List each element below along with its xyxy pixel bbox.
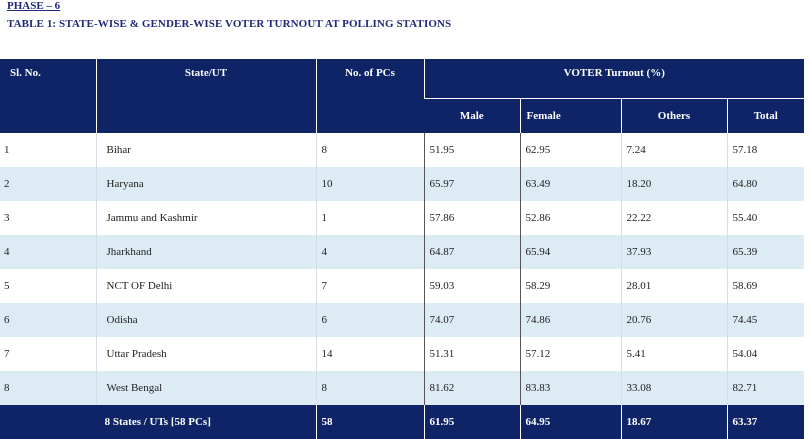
- cell-pcs: 6: [315, 303, 424, 337]
- footer-female: 64.95: [519, 405, 621, 439]
- cell-total: 57.18: [726, 133, 805, 167]
- cell-female: 52.86: [519, 201, 621, 235]
- cell-others: 33.08: [620, 371, 727, 405]
- page-edge: [804, 0, 810, 436]
- table-row: 6 Odisha 6 74.07 74.86 20.76 74.45: [0, 303, 805, 337]
- cell-sl-no: 4: [0, 235, 96, 269]
- cell-others: 22.22: [620, 201, 727, 235]
- cell-pcs: 8: [315, 371, 424, 405]
- table-row: 2 Haryana 10 65.97 63.49 18.20 64.80: [0, 167, 805, 201]
- cell-sl-no: 5: [0, 269, 96, 303]
- footer-male: 61.95: [423, 405, 520, 439]
- cell-male: 81.62: [423, 371, 520, 405]
- table-row: 3 Jammu and Kashmir 1 57.86 52.86 22.22 55.40: [0, 201, 805, 235]
- table-row: 4 Jharkhand 4 64.87 65.94 37.93 65.39: [0, 235, 805, 269]
- cell-others: 5.41: [620, 337, 727, 371]
- cell-state: NCT OF Delhi: [95, 269, 316, 303]
- cell-others: 7.24: [620, 133, 727, 167]
- header-others: Others: [620, 98, 727, 133]
- footer-pcs: 58: [315, 405, 424, 439]
- cell-total: 65.39: [726, 235, 805, 269]
- cell-others: 18.20: [620, 167, 727, 201]
- table-row: 7 Uttar Pradesh 14 51.31 57.12 5.41 54.04: [0, 337, 805, 371]
- cell-state: Jammu and Kashmir: [95, 201, 316, 235]
- cell-others: 37.93: [620, 235, 727, 269]
- footer-total: 63.37: [726, 405, 805, 439]
- phase-heading[interactable]: PHASE – 6: [7, 0, 61, 12]
- turnout-table: Sl. No. State/UT No. of PCs VOTER Turnou…: [0, 59, 805, 439]
- cell-state: Odisha: [95, 303, 316, 337]
- header-sl-no: Sl. No.: [0, 59, 96, 133]
- cell-sl-no: 6: [0, 303, 96, 337]
- cell-female: 57.12: [519, 337, 621, 371]
- cell-pcs: 8: [315, 133, 424, 167]
- cell-female: 63.49: [519, 167, 621, 201]
- cell-pcs: 4: [315, 235, 424, 269]
- header-female: Female: [519, 98, 621, 133]
- table-title: TABLE 1: STATE-WISE & GENDER-WISE VOTER …: [7, 18, 452, 30]
- cell-male: 74.07: [423, 303, 520, 337]
- cell-sl-no: 3: [0, 201, 96, 235]
- cell-female: 65.94: [519, 235, 621, 269]
- header-male: Male: [424, 98, 520, 133]
- cell-female: 62.95: [519, 133, 621, 167]
- cell-female: 74.86: [519, 303, 621, 337]
- cell-state: Haryana: [95, 167, 316, 201]
- cell-male: 59.03: [423, 269, 520, 303]
- cell-female: 58.29: [519, 269, 621, 303]
- table-row: 5 NCT OF Delhi 7 59.03 58.29 28.01 58.69: [0, 269, 805, 303]
- header-voter-turnout: VOTER Turnout (%): [423, 59, 805, 99]
- table-row: 1 Bihar 8 51.95 62.95 7.24 57.18: [0, 133, 805, 167]
- cell-pcs: 10: [315, 167, 424, 201]
- cell-others: 28.01: [620, 269, 727, 303]
- header-total: Total: [726, 98, 805, 133]
- cell-pcs: 14: [315, 337, 424, 371]
- cell-sl-no: 8: [0, 371, 96, 405]
- cell-pcs: 7: [315, 269, 424, 303]
- cell-male: 57.86: [423, 201, 520, 235]
- cell-total: 58.69: [726, 269, 805, 303]
- header-pcs: No. of PCs: [315, 59, 424, 133]
- footer-others: 18.67: [620, 405, 727, 439]
- cell-total: 54.04: [726, 337, 805, 371]
- footer-label: 8 States / UTs [58 PCs]: [0, 405, 316, 439]
- header-state: State/UT: [95, 59, 316, 133]
- cell-total: 74.45: [726, 303, 805, 337]
- cell-state: Uttar Pradesh: [95, 337, 316, 371]
- cell-state: West Bengal: [95, 371, 316, 405]
- cell-state: Bihar: [95, 133, 316, 167]
- footer-row: 8 States / UTs [58 PCs] 58 61.95 64.95 1…: [0, 405, 805, 439]
- cell-sl-no: 1: [0, 133, 96, 167]
- cell-others: 20.76: [620, 303, 727, 337]
- cell-female: 83.83: [519, 371, 621, 405]
- table-body: 1 Bihar 8 51.95 62.95 7.24 57.18 2 Haryana 10 65.9…: [0, 133, 805, 405]
- cell-sl-no: 2: [0, 167, 96, 201]
- cell-state: Jharkhand: [95, 235, 316, 269]
- cell-total: 64.80: [726, 167, 805, 201]
- cell-male: 51.31: [423, 337, 520, 371]
- cell-pcs: 1: [315, 201, 424, 235]
- cell-total: 82.71: [726, 371, 805, 405]
- table-row: 8 West Bengal 8 81.62 83.83 33.08 82.71: [0, 371, 805, 405]
- cell-male: 64.87: [423, 235, 520, 269]
- cell-male: 51.95: [423, 133, 520, 167]
- cell-male: 65.97: [423, 167, 520, 201]
- cell-sl-no: 7: [0, 337, 96, 371]
- cell-total: 55.40: [726, 201, 805, 235]
